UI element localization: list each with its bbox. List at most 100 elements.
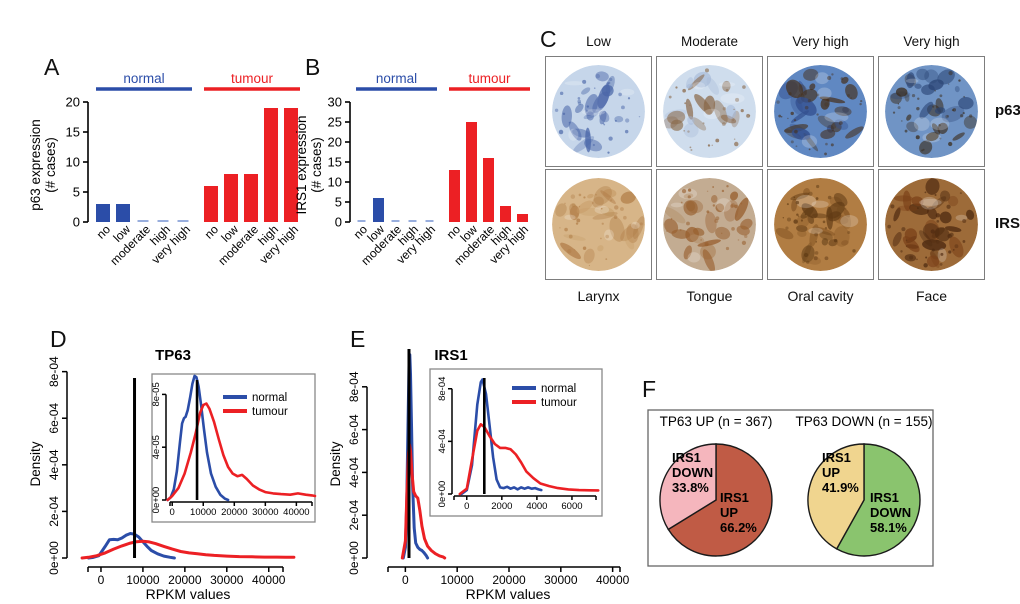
svg-text:TP63 DOWN (n = 155): TP63 DOWN (n = 155): [796, 414, 933, 429]
panel-label-c: C: [540, 26, 557, 52]
ihc-row-label-p63: p63: [995, 102, 1020, 119]
svg-text:2e-04: 2e-04: [47, 496, 61, 527]
svg-text:4e-04: 4e-04: [347, 457, 361, 488]
panel-f-pie-charts: TP63 UP (n = 367)IRS1UP66.2%IRS1DOWN33.8…: [647, 409, 934, 567]
svg-text:4e-05: 4e-05: [151, 435, 162, 459]
svg-text:4000: 4000: [526, 501, 547, 512]
svg-text:6000: 6000: [561, 501, 582, 512]
svg-text:UP: UP: [720, 505, 738, 520]
svg-text:tumour: tumour: [252, 406, 288, 418]
panel-label-f: F: [642, 376, 657, 402]
svg-text:moderate: moderate: [107, 222, 153, 268]
svg-text:p63 expression: p63 expression: [28, 119, 43, 211]
svg-text:5: 5: [335, 195, 342, 210]
svg-text:25: 25: [328, 115, 342, 130]
svg-text:8e-04: 8e-04: [347, 371, 361, 402]
svg-text:33.8%: 33.8%: [672, 480, 709, 495]
svg-text:0: 0: [335, 215, 342, 230]
ihc-row-label-irs1: IRS1: [995, 215, 1020, 232]
svg-text:tumour: tumour: [541, 397, 577, 409]
svg-text:6e-04: 6e-04: [47, 403, 61, 434]
svg-text:TP63: TP63: [155, 347, 191, 364]
tissue-core-irs1-larynx: [552, 178, 645, 271]
svg-text:10000: 10000: [440, 573, 474, 587]
svg-text:4e-04: 4e-04: [47, 449, 61, 480]
ihc-col-label: Low: [586, 34, 611, 49]
panel-label-a: A: [44, 54, 60, 80]
svg-text:58.1%: 58.1%: [870, 520, 907, 535]
svg-text:20: 20: [66, 95, 80, 110]
svg-text:20000: 20000: [168, 573, 202, 587]
svg-text:20: 20: [328, 135, 342, 150]
svg-text:66.2%: 66.2%: [720, 520, 757, 535]
svg-text:UP: UP: [822, 465, 840, 480]
ihc-site-label: Larynx: [577, 288, 620, 304]
ihc-col-label: Moderate: [680, 34, 739, 49]
svg-text:40000: 40000: [283, 507, 309, 518]
svg-text:15: 15: [328, 155, 342, 170]
tissue-core-irs1-oral-cavity: [774, 178, 867, 271]
ihc-col-label: Very high: [903, 34, 960, 49]
tissue-core-p63-low: [552, 65, 645, 158]
svg-text:30000: 30000: [544, 573, 578, 587]
svg-text:IRS1: IRS1: [720, 490, 749, 505]
svg-text:normal: normal: [541, 383, 576, 395]
ihc-site-label: Face: [915, 288, 948, 304]
svg-text:0e+00: 0e+00: [151, 487, 162, 514]
svg-text:Density: Density: [330, 441, 343, 486]
panel-d-tp63-density-plot: TP63 Density RPKM values 0 10000 20000 30000 40…: [30, 347, 317, 602]
svg-text:(# cases): (# cases): [43, 137, 58, 193]
svg-text:41.9%: 41.9%: [822, 480, 859, 495]
svg-text:30000: 30000: [252, 507, 278, 518]
tissue-core-irs1-face: [885, 178, 978, 271]
svg-text:2000: 2000: [491, 501, 512, 512]
svg-text:0e+00: 0e+00: [347, 541, 361, 575]
svg-text:20000: 20000: [221, 507, 247, 518]
ihc-site-label: Tongue: [686, 288, 733, 304]
panel-b-irs1-bar-chart: 0 5 10 15 20 25 30 IRS1 expression (# cases) norm…: [294, 71, 531, 268]
svg-text:no: no: [202, 222, 222, 242]
svg-text:(# cases): (# cases): [309, 137, 324, 193]
svg-text:8e-04: 8e-04: [437, 377, 448, 401]
svg-text:IRS1: IRS1: [822, 450, 851, 465]
svg-text:normal: normal: [252, 392, 287, 404]
svg-text:8e-05: 8e-05: [151, 382, 162, 406]
svg-text:0: 0: [464, 501, 469, 512]
svg-text:10000: 10000: [190, 507, 216, 518]
svg-text:8e-04: 8e-04: [47, 356, 61, 387]
svg-text:4e-04: 4e-04: [437, 429, 448, 453]
svg-text:Density: Density: [30, 441, 43, 486]
svg-text:0: 0: [98, 573, 105, 587]
svg-text:IRS1 expression: IRS1 expression: [294, 115, 309, 214]
svg-text:IRS1: IRS1: [672, 450, 701, 465]
svg-text:0: 0: [402, 573, 409, 587]
svg-text:tumour: tumour: [468, 71, 511, 86]
tissue-core-p63-moderate: [663, 65, 756, 158]
svg-text:30: 30: [328, 95, 342, 110]
tissue-core-irs1-tongue: [663, 178, 756, 271]
svg-text:normal: normal: [123, 71, 164, 86]
svg-text:10: 10: [328, 175, 342, 190]
svg-text:10: 10: [66, 155, 80, 170]
panel-label-d: D: [50, 326, 67, 352]
svg-text:20000: 20000: [492, 573, 526, 587]
panel-label-b: B: [305, 54, 321, 80]
tissue-core-p63-very-high-1: [774, 65, 867, 158]
svg-text:IRS1: IRS1: [434, 347, 467, 364]
svg-text:0: 0: [170, 507, 175, 518]
svg-text:10000: 10000: [126, 573, 160, 587]
svg-text:6e-04: 6e-04: [347, 414, 361, 445]
tissue-core-p63-very-high-2: [885, 65, 978, 158]
svg-text:15: 15: [66, 125, 80, 140]
svg-text:tumour: tumour: [231, 71, 274, 86]
svg-text:5: 5: [73, 185, 80, 200]
svg-text:RPKM values: RPKM values: [146, 586, 231, 602]
svg-text:0: 0: [73, 215, 80, 230]
svg-text:40000: 40000: [596, 573, 630, 587]
panel-label-e: E: [350, 326, 366, 352]
panel-c-ihc-grid: Low Moderate Very high Very high p63 IRS…: [545, 34, 1020, 310]
svg-text:no: no: [94, 222, 114, 242]
svg-text:moderate: moderate: [215, 222, 261, 268]
